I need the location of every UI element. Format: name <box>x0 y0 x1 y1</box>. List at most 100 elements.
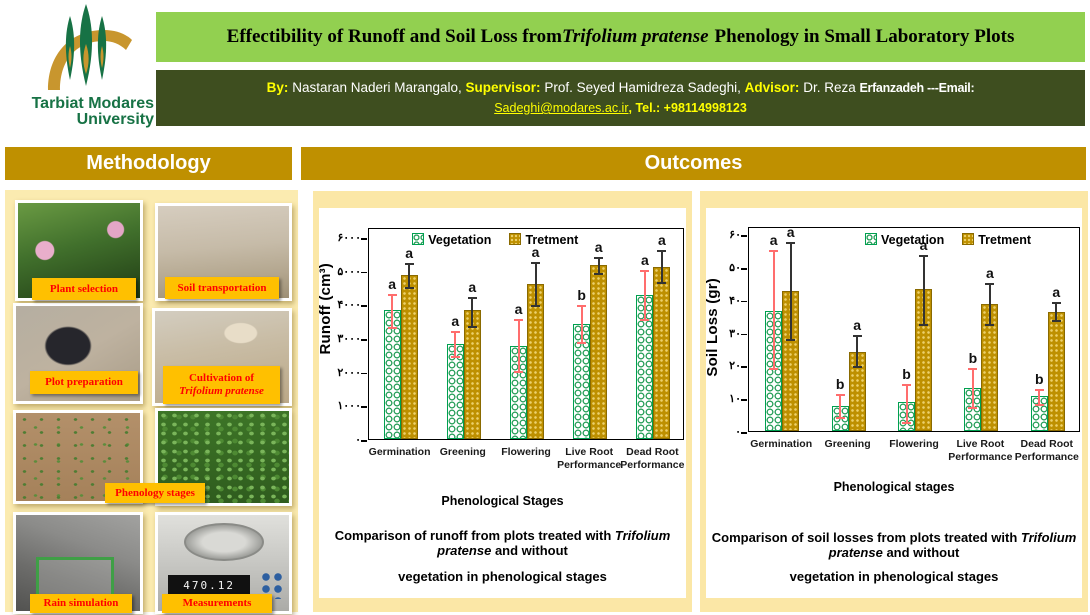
supervisor-name: Prof. Seyed Hamidreza Sadeghi, <box>540 80 745 95</box>
error-bar-cap <box>835 417 845 420</box>
by-label: By: <box>266 80 289 95</box>
error-bar <box>856 336 859 368</box>
error-bar-cap <box>1034 389 1044 392</box>
y-tick-mark <box>741 366 747 368</box>
error-bar-cap <box>387 327 397 330</box>
legend-swatch <box>412 233 425 245</box>
error-bar-cap <box>835 394 845 397</box>
error-bar <box>922 255 925 325</box>
bar-tretment <box>1047 312 1065 431</box>
legend-swatch <box>865 233 877 245</box>
y-tick-mark <box>741 235 747 237</box>
chart-caption-line2: vegetation in phenological stages <box>789 569 999 584</box>
error-bar-cap <box>968 368 978 371</box>
significance-letter: a <box>468 278 477 295</box>
chart-caption-line1: Comparison of soil losses from plots tre… <box>706 530 1082 560</box>
caption-post: and without <box>491 543 568 558</box>
label-cultivation-line1: Cultivation of <box>188 372 255 384</box>
byline-line1: By: Nastaran Naderi Marangalo, Superviso… <box>267 78 975 98</box>
legend-item-vegetation: Vegetation <box>865 233 944 247</box>
methodology-header: Methodology <box>5 147 292 180</box>
x-tick-label: Flowering <box>501 446 551 458</box>
supervisor-label: Supervisor: <box>465 80 541 95</box>
error-bar <box>408 264 411 288</box>
label-cultivation-line2: Trifolium pratense <box>179 385 264 397</box>
x-tick-label: Germination <box>750 438 813 450</box>
poster-title: Effectibility of Runoff and Soil Loss fr… <box>156 12 1085 62</box>
email-link[interactable]: Sadeghi@modares.ac.ir <box>494 101 629 115</box>
label-phenology-stages: Phenology stages <box>105 483 205 503</box>
y-tick-mark <box>361 271 367 274</box>
bar-vegetation <box>636 295 654 439</box>
logo-text-line2: University <box>76 111 154 128</box>
y-tick-label: ۳۰۰۰ <box>337 333 361 346</box>
title-text-pre: Effectibility of Runoff and Soil Loss fr… <box>226 26 562 47</box>
error-bar-cap <box>1034 404 1044 407</box>
legend-swatch <box>962 233 975 245</box>
x-tick-label: Flowering <box>889 438 939 450</box>
legend-item-tretment: Tretment <box>509 233 578 247</box>
significance-letter: a <box>594 238 603 255</box>
error-bar-cap <box>985 323 995 326</box>
error-bar-cap <box>1051 302 1061 305</box>
x-tick-label: Greening <box>439 446 486 458</box>
chart-caption-line2: vegetation in phenological stages <box>398 569 607 584</box>
chart-caption-line1: Comparison of runoff from plots treated … <box>319 528 686 558</box>
y-tick-label: ۵۰ <box>729 262 741 274</box>
y-tick-mark <box>361 440 367 442</box>
error-bar <box>517 319 520 372</box>
error-bar <box>905 385 908 424</box>
caption-species: Trifolium pratense <box>437 528 671 558</box>
legend-item-vegetation: Vegetation <box>412 233 491 247</box>
telephone: , Tel.: +98114998123 <box>628 101 747 115</box>
significance-letter: b <box>835 376 845 393</box>
error-bar <box>971 369 974 409</box>
y-tick-label: ۰ <box>735 426 741 438</box>
bar-tretment <box>981 304 999 431</box>
caption-pre: Comparison of runoff from plots treated … <box>334 528 615 543</box>
error-bar-cap <box>514 371 523 374</box>
significance-letter: a <box>405 245 413 262</box>
error-bar-cap <box>577 342 587 345</box>
significance-letter: a <box>388 275 396 292</box>
x-tick-label: Greening <box>824 438 871 450</box>
significance-letter: a <box>919 236 928 253</box>
bar-tretment <box>848 351 866 431</box>
caption-pre: Comparison of soil losses from plots tre… <box>711 530 1021 545</box>
methodology-panel: 470.12 Plant selection Soil transportati… <box>5 190 298 614</box>
tmu-logo-graphic <box>48 4 132 90</box>
error-bar-cap <box>514 318 523 321</box>
error-bar-cap <box>769 249 779 252</box>
caption-post: and without <box>882 545 960 560</box>
y-tick-label: ۶۰۰۰ <box>337 232 361 245</box>
y-tick-mark <box>361 372 367 375</box>
error-bar-cap <box>594 273 604 276</box>
error-bar-cap <box>387 293 397 296</box>
error-bar <box>1055 303 1058 322</box>
error-bar <box>580 306 583 344</box>
scale-display: 470.12 <box>168 574 250 596</box>
x-tick-label: Germination <box>368 446 431 458</box>
significance-letter: a <box>514 300 523 317</box>
bar-vegetation <box>383 310 401 439</box>
error-bar-cap <box>594 256 604 259</box>
significance-letter: a <box>1052 284 1061 301</box>
error-bar <box>789 242 792 340</box>
y-tick-label: ۰ <box>355 434 361 446</box>
label-rain-simulation: Rain simulation <box>30 594 132 613</box>
error-bar-cap <box>577 305 587 308</box>
bar-tretment <box>653 266 671 439</box>
error-bar <box>471 297 474 327</box>
y-tick-mark <box>361 339 367 341</box>
logo-text-line1: Tarbiat Modares <box>31 95 154 112</box>
chart-legend: Vegetation Tretment <box>865 233 1031 247</box>
advisor-label: Advisor: <box>744 80 800 95</box>
y-tick-mark <box>741 268 747 270</box>
error-bar-cap <box>531 261 540 264</box>
x-tick-label: Live Root Performance <box>948 438 1013 463</box>
significance-letter: a <box>451 312 460 329</box>
error-bar-cap <box>769 368 779 371</box>
